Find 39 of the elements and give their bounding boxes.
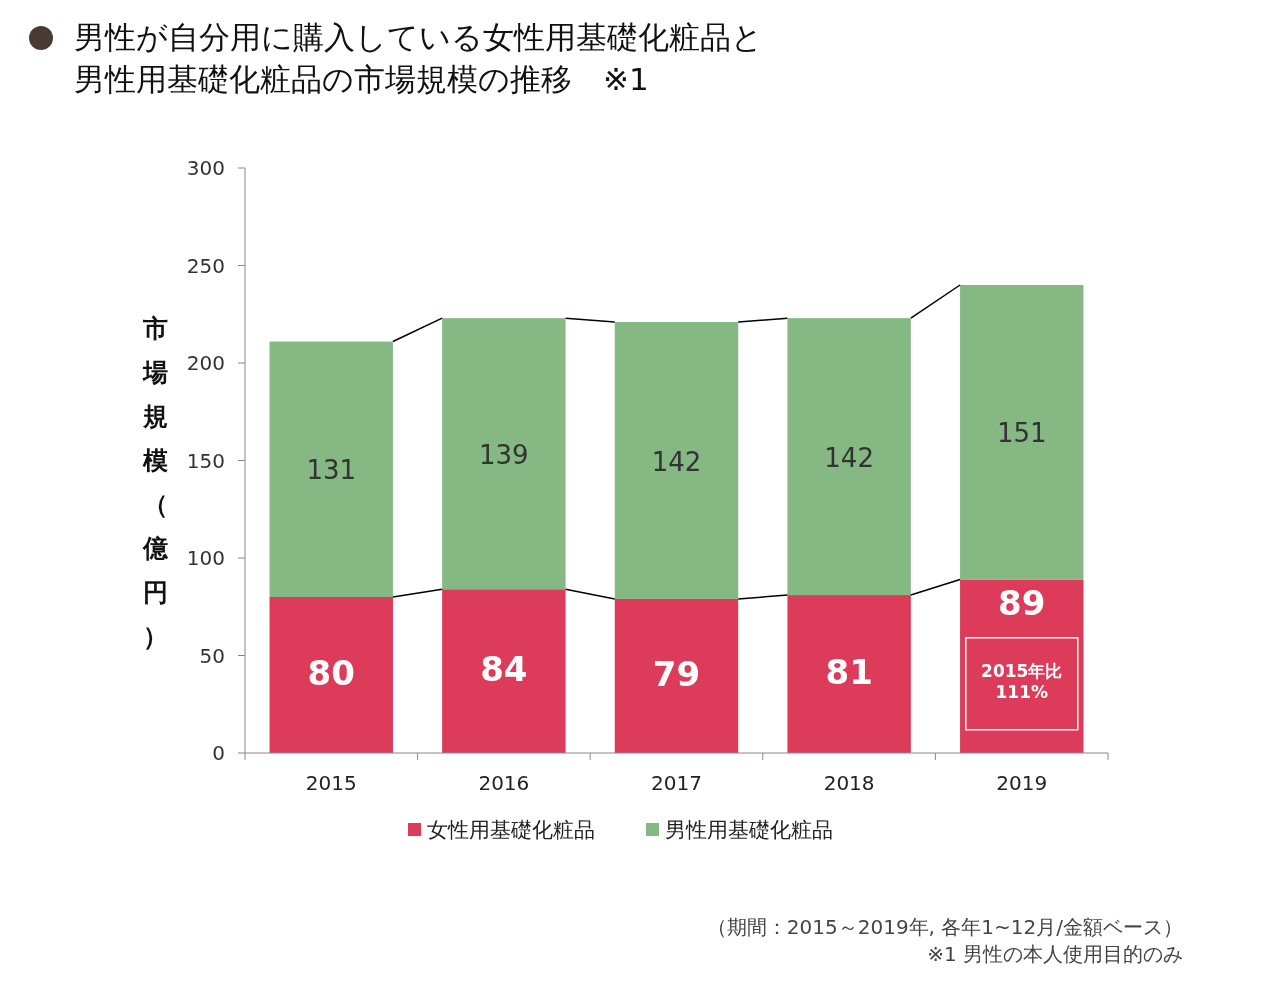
text: ※1 男性の本人使用目的のみ xyxy=(927,942,1183,966)
y-tick-label: 300 xyxy=(186,156,225,180)
data-label: 80 xyxy=(307,653,355,693)
x-tick-label: 2019 xyxy=(996,771,1048,795)
bar xyxy=(614,598,739,753)
chart-title: 男性が自分用に購入している女性用基礎化粧品と男性用基礎化粧品の市場規模の推移 ※1 xyxy=(74,19,763,97)
annotation: 2015年比111% xyxy=(981,660,1063,702)
y-tick-label: 250 xyxy=(186,253,225,278)
bar xyxy=(787,595,911,753)
bar xyxy=(960,285,1084,580)
data-label: 81 xyxy=(825,652,873,693)
y-tick-label: 100 xyxy=(186,546,225,570)
x-tick-label: 2017 xyxy=(651,771,702,795)
x-tick-label: 2015 xyxy=(305,771,357,795)
y-tick-label: 0 xyxy=(212,741,225,765)
bar xyxy=(269,597,393,753)
data-label: 139 xyxy=(479,439,529,470)
y-tick-label: 150 xyxy=(186,448,225,473)
data-label: 84 xyxy=(480,649,528,690)
data-label: 142 xyxy=(651,446,702,477)
x-tick-label: 2018 xyxy=(823,771,875,795)
y-tick-label: 200 xyxy=(186,351,225,375)
data-label: 79 xyxy=(652,653,701,694)
data-label: 142 xyxy=(824,442,874,473)
x-tick-label: 2016 xyxy=(478,771,530,795)
text: （期間：2015～2019年, 各年1~12月/金額ベース） xyxy=(706,915,1183,939)
bar xyxy=(269,341,393,597)
bar xyxy=(442,318,566,590)
data-label: 151 xyxy=(996,418,1047,449)
y-tick-label: 50 xyxy=(199,643,225,668)
y-axis-title: 市場規模（億円） xyxy=(141,314,169,651)
bar xyxy=(442,589,566,753)
legend-label: 女性用基礎化粧品 xyxy=(427,818,595,842)
bar xyxy=(787,318,911,596)
bar xyxy=(960,579,1084,753)
data-label: 89 xyxy=(998,583,1046,624)
bar xyxy=(614,322,739,599)
data-label: 131 xyxy=(306,455,357,486)
legend-label: 男性用基礎化粧品 xyxy=(665,818,833,842)
